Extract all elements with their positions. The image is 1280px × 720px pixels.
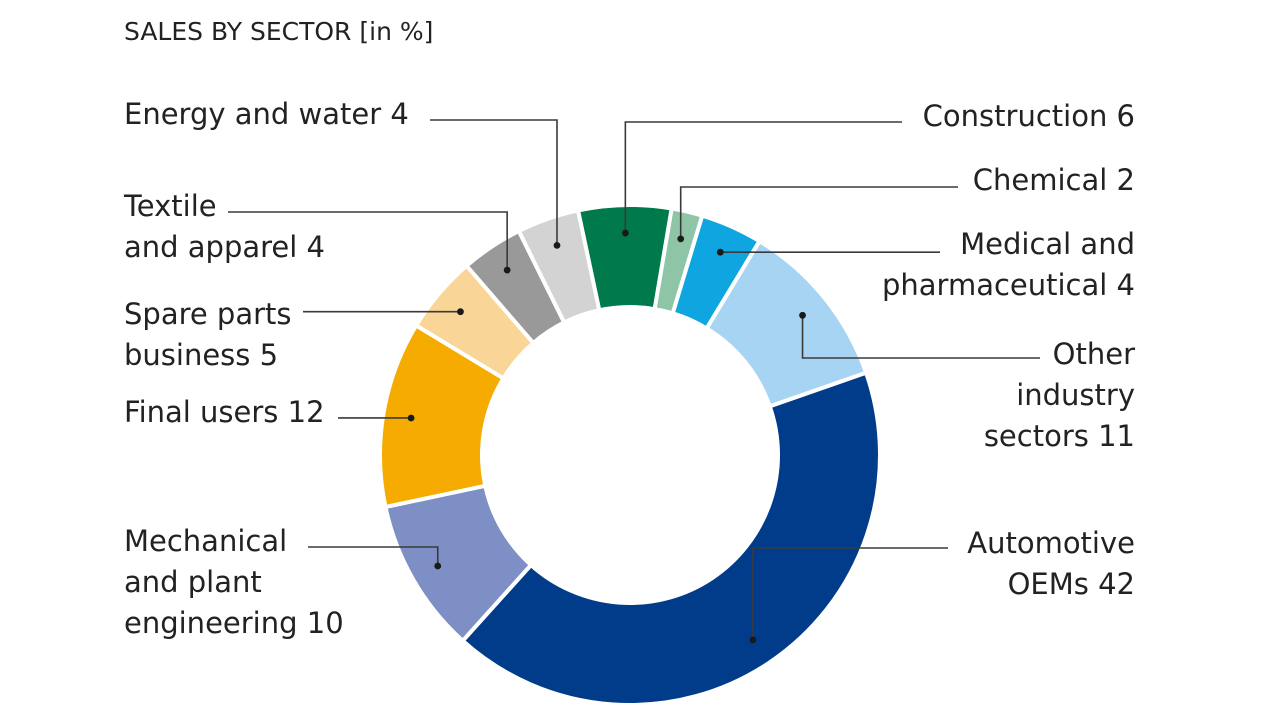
label-line: sectors 11 — [984, 419, 1135, 453]
leader-dot-chemical — [677, 235, 685, 243]
label-line: pharmaceutical 4 — [882, 268, 1135, 302]
label-other-industry-sectors: Other industry sectors 11 — [984, 337, 1135, 453]
leader-line-mechanical-and-plant-engineering — [308, 546, 439, 566]
label-line: Textile — [123, 189, 217, 223]
leader-dot-textile-and-apparel — [503, 266, 511, 274]
label-spare-parts-business: Spare parts business 5 — [124, 297, 292, 372]
leader-dot-construction — [621, 229, 629, 237]
label-line: Mechanical — [124, 524, 287, 558]
leader-dot-medical-and-pharmaceutical — [716, 248, 724, 256]
label-automotive-oems: Automotive OEMs 42 — [967, 526, 1135, 601]
label-chemical: Chemical 2 — [973, 163, 1135, 197]
leader-line-chemical — [679, 186, 958, 239]
leader-line-other-industry-sectors — [801, 315, 1040, 359]
leader-dot-mechanical-and-plant-engineering — [434, 562, 442, 570]
leader-line-textile-and-apparel — [228, 211, 508, 271]
slice-energy-and-water — [516, 208, 602, 326]
leader-dot-spare-parts-business — [457, 308, 464, 316]
leader-line-energy-and-water — [430, 119, 558, 246]
label-line: Automotive — [967, 526, 1135, 560]
leader-dot-automotive-oems — [749, 636, 757, 644]
leader-dot-final-users — [407, 414, 415, 422]
leader-line-automotive-oems — [752, 547, 948, 640]
leader-lines — [228, 119, 1040, 644]
label-line: Other — [1053, 337, 1135, 371]
slice-labels: Construction 6 Chemical 2 Medical and pharm… — [123, 97, 1135, 640]
label-energy-and-water: Energy and water 4 — [124, 97, 409, 131]
label-mechanical-and-plant-engineering: Mechanical and plant engineering 10 — [124, 524, 344, 640]
label-line: business 5 — [124, 338, 278, 372]
label-line: industry — [1016, 378, 1135, 412]
label-line: Medical and — [960, 227, 1135, 261]
label-line: Spare parts — [124, 297, 292, 331]
leader-dot-energy-and-water — [553, 241, 561, 249]
label-line: OEMs 42 — [1008, 567, 1135, 601]
label-textile-and-apparel: Textile and apparel 4 — [123, 189, 325, 264]
label-line: Construction 6 — [923, 99, 1135, 133]
label-line: Energy and water 4 — [124, 97, 409, 131]
chart-title: SALES BY SECTOR [in %] — [124, 17, 433, 46]
leader-line-construction — [624, 121, 902, 234]
label-line: Final users 12 — [124, 395, 325, 429]
label-line: engineering 10 — [124, 606, 344, 640]
label-construction: Construction 6 — [923, 99, 1135, 133]
label-line: Chemical 2 — [973, 163, 1135, 197]
leader-dot-other-industry-sectors — [799, 311, 806, 319]
label-line: and apparel 4 — [124, 230, 325, 264]
label-medical-and-pharmaceutical: Medical and pharmaceutical 4 — [882, 227, 1135, 302]
slice-automotive-oems — [459, 370, 882, 707]
label-line: and plant — [124, 565, 262, 599]
donut-slices — [378, 203, 882, 707]
label-final-users: Final users 12 — [124, 395, 325, 429]
